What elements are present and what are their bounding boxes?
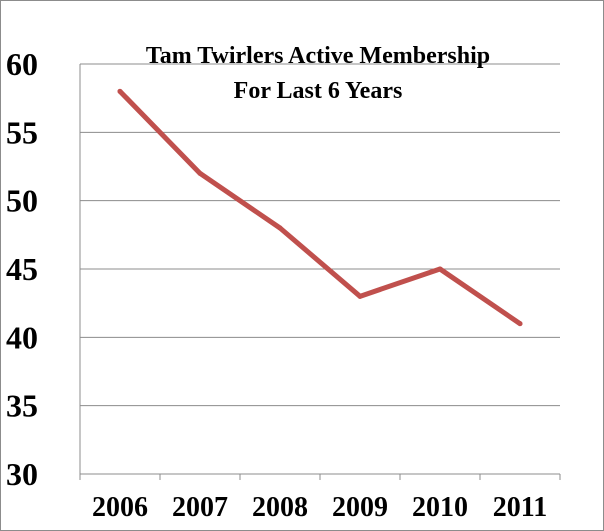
y-tick-label: 30 [6, 456, 38, 492]
y-tick-label: 45 [6, 251, 38, 287]
data-point-2007 [197, 170, 203, 176]
data-point-2011 [517, 321, 523, 327]
data-point-2006 [117, 88, 123, 94]
series-line-0 [117, 88, 523, 327]
x-tick-label-2007: 2007 [172, 492, 228, 523]
x-axis-ticks: 2006 2007 2008 2009 2010 2011 [92, 492, 547, 523]
x-tick-label-2010: 2010 [412, 492, 468, 523]
y-axis-ticks: 30 35 40 45 50 55 60 [6, 46, 38, 492]
data-point-2009 [357, 293, 363, 299]
chart-subtitle: For Last 6 Years [234, 78, 403, 104]
x-tick-label-2011: 2011 [493, 492, 547, 523]
chart-title: Tam Twirlers Active Membership [146, 43, 490, 69]
y-tick-label: 40 [6, 319, 38, 355]
y-tick-label: 55 [6, 114, 38, 150]
x-tick-label-2006: 2006 [92, 492, 148, 523]
y-tick-label: 35 [6, 388, 38, 424]
gridlines [79, 63, 561, 480]
data-point-2010 [437, 266, 443, 272]
x-tick-label-2008: 2008 [252, 492, 308, 523]
y-tick-label: 50 [6, 183, 38, 219]
data-point-2008 [277, 225, 283, 231]
x-tick-label-2009: 2009 [332, 492, 388, 523]
series-group [117, 88, 523, 327]
y-tick-label: 60 [6, 46, 38, 82]
